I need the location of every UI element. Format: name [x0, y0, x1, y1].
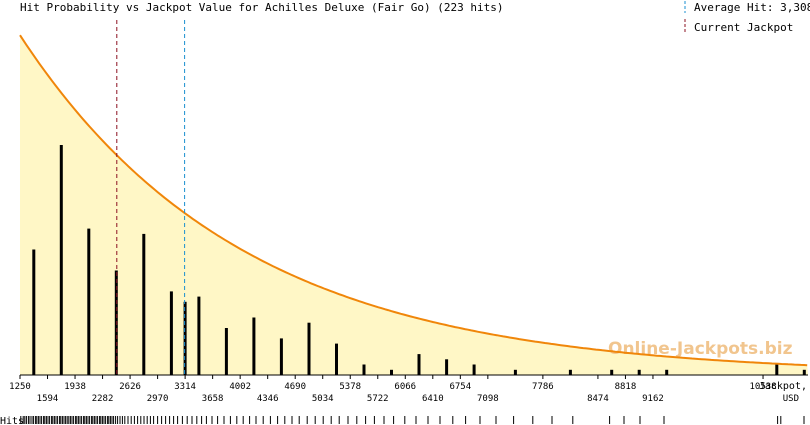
bar [568, 369, 572, 375]
bar [665, 369, 669, 375]
x-tick-label: 2282 [92, 394, 114, 404]
x-ticks: 1250 1938 2626 3314 4002 4690 5378 6066 6754 7786… [9, 375, 777, 404]
bar [610, 369, 614, 375]
x-tick-label: 5722 [367, 394, 389, 404]
bar [279, 338, 283, 375]
x-tick-label: 1594 [37, 394, 59, 404]
x-tick-label: 1938 [64, 382, 86, 392]
x-tick-label: 3658 [202, 394, 224, 404]
x-tick-label: 5034 [312, 394, 334, 404]
x-tick-label: 4346 [257, 394, 279, 404]
bar [197, 296, 201, 375]
x-tick-label: 2970 [147, 394, 169, 404]
x-tick-label: 9162 [642, 394, 664, 404]
bar [513, 369, 517, 375]
chart-title: Hit Probability vs Jackpot Value for Ach… [20, 1, 503, 14]
hits-rug [20, 416, 805, 424]
probability-area [20, 35, 808, 375]
bar [637, 369, 641, 375]
bar [390, 369, 393, 375]
bar [335, 343, 338, 375]
x-tick-label: 1250 [9, 382, 31, 392]
bar [417, 354, 421, 375]
x-tick-label: 10538 [749, 382, 776, 392]
legend-current-label: Current Jackpot [694, 21, 793, 34]
bar [307, 322, 311, 375]
x-tick-label: 4690 [284, 382, 306, 392]
x-axis-label: Jackpot, [759, 381, 807, 392]
bar [32, 249, 36, 375]
bar [224, 328, 228, 375]
x-tick-label: 8474 [587, 394, 609, 404]
bar [252, 317, 256, 375]
bar [472, 364, 476, 375]
x-tick-label: 7786 [532, 382, 554, 392]
legend-average-label: Average Hit: 3,308 [694, 1, 810, 14]
x-tick-label: 6754 [449, 382, 471, 392]
bar [169, 291, 173, 375]
watermark: Online-Jackpots.biz [608, 339, 793, 359]
bar [362, 364, 366, 375]
x-tick-label: 4002 [229, 382, 251, 392]
bar [802, 369, 806, 375]
bar [87, 228, 91, 375]
probability-curve [19, 34, 808, 367]
bar [142, 233, 146, 375]
x-tick-label: 3314 [174, 382, 196, 392]
x-axis-unit: USD [783, 394, 799, 404]
legend: Average Hit: 3,308 Current Jackpot [684, 1, 810, 34]
hits-rug-label: Hits [0, 416, 24, 425]
bar [59, 145, 63, 375]
bar [775, 364, 779, 375]
x-tick-label: 2626 [119, 382, 141, 392]
x-tick-label: 8818 [615, 382, 637, 392]
x-tick-label: 6410 [422, 394, 444, 404]
x-tick-label: 7098 [477, 394, 499, 404]
x-tick-label: 5378 [339, 382, 361, 392]
x-tick-label: 6066 [394, 382, 416, 392]
bar [445, 359, 449, 375]
